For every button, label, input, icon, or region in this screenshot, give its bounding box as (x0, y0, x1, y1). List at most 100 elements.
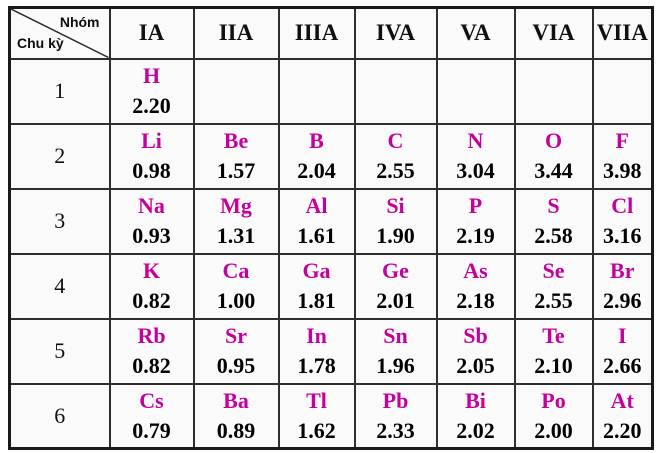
element-cell-Na: Na 0.93 (108, 187, 195, 255)
electronegativity-value: 2.02 (456, 417, 495, 443)
element-symbol: Br (610, 258, 635, 283)
period-cell: 3 (8, 187, 111, 255)
element-symbol: Li (141, 128, 162, 153)
element-symbol: P (468, 193, 483, 218)
element-symbol: Sr (225, 323, 247, 348)
electronegativity-value: 3.04 (456, 158, 495, 183)
element-symbol: Ga (302, 258, 331, 283)
element-symbol: At (610, 387, 634, 413)
header-row: Nhóm Chu kỳ IA IIA IIIA IVA VA VIA VIIA (8, 6, 654, 60)
electronegativity-value: 0.79 (132, 417, 171, 443)
period-cell: 2 (8, 122, 111, 190)
element-symbol: Bi (465, 387, 486, 413)
element-cell-As: As 2.18 (435, 252, 516, 320)
element-cell-Al: Al 1.61 (277, 187, 356, 255)
element-cell-O: O 3.44 (513, 122, 594, 190)
element-symbol: Sn (383, 323, 408, 348)
element-symbol: N (467, 128, 484, 153)
electronegativity-value: 2.96 (603, 288, 642, 313)
element-symbol: K (142, 258, 161, 283)
period-cell: 5 (8, 317, 111, 385)
empty-cell (513, 57, 594, 125)
element-symbol: F (615, 128, 629, 153)
group-header-VIIA: VIIA (591, 6, 654, 60)
period-row-5: 5 Rb 0.82 Sr 0.95 In 1.78 Sn 1.96 Sb 2.0… (8, 317, 654, 385)
group-header-IIA: IIA (192, 6, 280, 60)
electronegativity-value: 1.62 (297, 417, 336, 443)
period-cell: 1 (8, 57, 111, 125)
electronegativity-value: 2.20 (132, 93, 171, 118)
element-symbol: S (547, 193, 560, 218)
element-symbol: Se (542, 258, 565, 283)
electronegativity-value: 2.05 (456, 353, 495, 378)
element-cell-Sb: Sb 2.05 (435, 317, 516, 385)
element-cell-K: K 0.82 (108, 252, 195, 320)
period-cell: 6 (8, 382, 111, 450)
empty-cell (353, 57, 438, 125)
electronegativity-value: 2.19 (456, 223, 495, 248)
electronegativity-value: 1.61 (297, 223, 336, 248)
empty-cell (435, 57, 516, 125)
element-symbol: O (544, 128, 563, 153)
electronegativity-value: 2.66 (603, 353, 642, 378)
electronegativity-value: 2.55 (376, 158, 415, 183)
element-symbol: Tl (306, 387, 327, 413)
electronegativity-value: 2.33 (376, 417, 415, 443)
element-cell-S: S 2.58 (513, 187, 594, 255)
group-header-VA: VA (435, 6, 516, 60)
electronegativity-value: 1.00 (216, 288, 256, 313)
electronegativity-value: 1.78 (297, 353, 336, 378)
element-cell-N: N 3.04 (435, 122, 516, 190)
electronegativity-value: 3.16 (603, 223, 642, 248)
element-cell-Ge: Ge 2.01 (353, 252, 438, 320)
element-cell-Sr: Sr 0.95 (192, 317, 280, 385)
electronegativity-value: 3.98 (603, 158, 642, 183)
electronegativity-value: 2.04 (297, 158, 336, 183)
element-symbol: I (617, 323, 627, 348)
element-cell-B: B 2.04 (277, 122, 356, 190)
electronegativity-value: 0.95 (216, 353, 256, 378)
period-axis-label: Chu kỳ (17, 34, 64, 51)
electronegativity-value: 1.57 (216, 158, 256, 183)
group-header-VIA: VIA (513, 6, 594, 60)
element-symbol: Al (305, 193, 328, 218)
element-cell-P: P 2.19 (435, 187, 516, 255)
group-header-IIIA: IIIA (277, 6, 356, 60)
element-symbol: Rb (137, 323, 166, 348)
element-symbol: Cl (611, 193, 634, 218)
element-symbol: As (463, 258, 488, 283)
element-cell-Rb: Rb 0.82 (108, 317, 195, 385)
element-symbol: Sb (463, 323, 488, 348)
element-symbol: C (387, 128, 404, 153)
element-symbol: Ca (222, 258, 250, 283)
element-cell-Cl: Cl 3.16 (591, 187, 654, 255)
element-symbol: Mg (220, 193, 252, 218)
element-symbol: Pb (382, 387, 409, 413)
electronegativity-value: 0.93 (132, 223, 171, 248)
element-cell-Cs: Cs 0.79 (108, 382, 195, 450)
element-cell-Po: Po 2.00 (513, 382, 594, 450)
element-cell-In: In 1.78 (277, 317, 356, 385)
electronegativity-value: 3.44 (534, 158, 573, 183)
corner-header-cell: Nhóm Chu kỳ (8, 6, 111, 60)
element-cell-Si: Si 1.90 (353, 187, 438, 255)
element-symbol: Be (223, 128, 249, 153)
element-symbol: Po (541, 387, 566, 413)
period-row-1: 1 H 2.20 (8, 57, 654, 125)
period-cell: 4 (8, 252, 111, 320)
element-symbol: Ba (223, 387, 249, 413)
element-cell-Pb: Pb 2.33 (353, 382, 438, 450)
period-row-6: 6 Cs 0.79 Ba 0.89 Tl 1.62 Pb 2.33 Bi 2.0… (8, 382, 654, 450)
element-cell-Te: Te 2.10 (513, 317, 594, 385)
electronegativity-value: 2.00 (534, 417, 573, 443)
electronegativity-table: Nhóm Chu kỳ IA IIA IIIA IVA VA VIA VIIA … (8, 6, 654, 450)
electronegativity-value: 0.82 (132, 353, 171, 378)
element-symbol: H (142, 63, 161, 88)
element-cell-Ga: Ga 1.81 (277, 252, 356, 320)
group-axis-label: Nhóm (59, 14, 100, 30)
empty-cell (277, 57, 356, 125)
electronegativity-value: 0.98 (132, 158, 171, 183)
electronegativity-value: 1.90 (376, 223, 415, 248)
electronegativity-value: 2.01 (376, 288, 415, 313)
electronegativity-value: 2.18 (456, 288, 495, 313)
